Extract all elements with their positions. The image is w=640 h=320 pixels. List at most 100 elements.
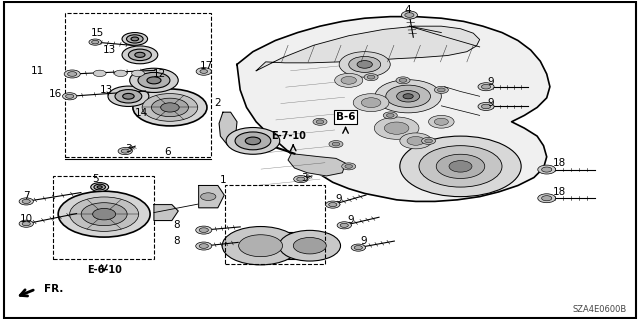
Circle shape <box>397 91 420 102</box>
Circle shape <box>396 77 410 84</box>
Circle shape <box>400 136 521 197</box>
Circle shape <box>129 49 152 60</box>
Circle shape <box>127 35 143 43</box>
Text: 8: 8 <box>173 220 180 230</box>
Circle shape <box>115 90 142 103</box>
Circle shape <box>64 70 80 78</box>
Circle shape <box>399 78 407 82</box>
Circle shape <box>196 226 212 234</box>
Circle shape <box>481 84 491 89</box>
Circle shape <box>70 197 139 231</box>
Circle shape <box>438 88 445 92</box>
Text: 10: 10 <box>20 214 33 224</box>
Circle shape <box>142 93 198 121</box>
Circle shape <box>152 98 188 117</box>
Polygon shape <box>288 154 346 176</box>
Circle shape <box>386 85 431 108</box>
Text: 9: 9 <box>488 98 495 108</box>
Bar <box>65 13 211 157</box>
Circle shape <box>122 33 148 45</box>
Circle shape <box>538 165 556 174</box>
Polygon shape <box>237 17 550 201</box>
Circle shape <box>22 199 30 204</box>
Polygon shape <box>198 186 224 208</box>
Circle shape <box>339 52 390 77</box>
Circle shape <box>138 72 170 88</box>
Circle shape <box>541 167 552 172</box>
Polygon shape <box>154 204 178 220</box>
Text: 12: 12 <box>152 69 166 79</box>
Circle shape <box>429 116 454 128</box>
Circle shape <box>342 163 356 170</box>
Circle shape <box>481 104 491 109</box>
Circle shape <box>19 220 33 227</box>
Circle shape <box>93 208 116 220</box>
Circle shape <box>425 139 433 143</box>
Text: FR.: FR. <box>44 284 63 294</box>
Circle shape <box>385 122 409 134</box>
Circle shape <box>135 52 145 57</box>
Circle shape <box>403 94 413 99</box>
Circle shape <box>407 137 424 145</box>
Text: 16: 16 <box>49 89 61 99</box>
Circle shape <box>313 118 327 125</box>
Circle shape <box>419 146 502 187</box>
Circle shape <box>435 118 449 125</box>
Circle shape <box>478 83 494 91</box>
Circle shape <box>449 161 472 172</box>
Circle shape <box>132 70 145 76</box>
Circle shape <box>196 242 212 250</box>
Text: 5: 5 <box>92 174 99 184</box>
Circle shape <box>541 196 552 201</box>
Text: 7: 7 <box>23 191 29 201</box>
Text: E-6-10: E-6-10 <box>86 265 122 275</box>
Circle shape <box>337 222 351 229</box>
Circle shape <box>200 193 216 200</box>
Circle shape <box>91 183 109 192</box>
Circle shape <box>294 176 308 183</box>
Circle shape <box>354 245 362 250</box>
Circle shape <box>332 142 340 146</box>
Circle shape <box>130 68 178 92</box>
Circle shape <box>364 74 378 81</box>
Circle shape <box>108 86 149 107</box>
Circle shape <box>121 149 129 153</box>
Circle shape <box>340 223 348 227</box>
Circle shape <box>367 75 375 79</box>
Circle shape <box>200 69 207 73</box>
Circle shape <box>115 70 127 76</box>
Circle shape <box>97 186 102 188</box>
Circle shape <box>374 117 419 139</box>
Circle shape <box>375 80 442 113</box>
Circle shape <box>235 132 271 150</box>
Circle shape <box>199 244 209 248</box>
Circle shape <box>22 222 30 226</box>
Circle shape <box>123 93 134 99</box>
Bar <box>234 232 323 260</box>
Circle shape <box>58 191 150 237</box>
Circle shape <box>122 46 158 64</box>
Text: 9: 9 <box>360 236 367 246</box>
Text: 11: 11 <box>31 67 44 76</box>
Circle shape <box>239 235 283 257</box>
Circle shape <box>133 89 207 126</box>
Text: 1: 1 <box>220 175 227 185</box>
Text: 6: 6 <box>164 147 172 157</box>
Circle shape <box>279 230 340 261</box>
Text: 13: 13 <box>102 45 116 55</box>
Circle shape <box>401 11 417 19</box>
Text: 4: 4 <box>405 5 412 15</box>
Circle shape <box>131 37 139 41</box>
Circle shape <box>297 177 305 181</box>
Circle shape <box>326 201 340 208</box>
Circle shape <box>222 227 299 265</box>
Circle shape <box>538 194 556 203</box>
Text: 3: 3 <box>301 172 307 182</box>
Circle shape <box>63 93 77 100</box>
Text: E-7-10: E-7-10 <box>271 131 305 141</box>
Circle shape <box>329 140 343 148</box>
Polygon shape <box>256 26 479 71</box>
Circle shape <box>349 56 381 72</box>
Text: 17: 17 <box>200 61 213 71</box>
Circle shape <box>161 103 179 112</box>
